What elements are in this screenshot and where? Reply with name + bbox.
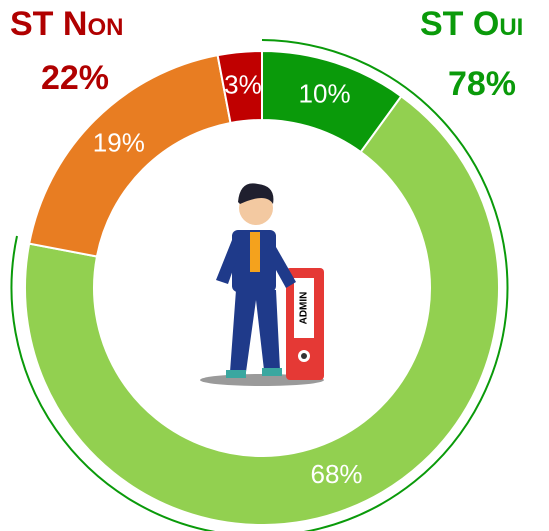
group-name: ST Oui: [420, 5, 523, 43]
segment-label: 10%: [299, 78, 351, 108]
folder-label: ADMIN: [299, 292, 310, 325]
segment-label: 19%: [93, 128, 145, 158]
illustration: ADMIN: [200, 183, 324, 386]
segment-label: 3%: [224, 69, 262, 99]
group-label: 78%: [448, 65, 516, 103]
group-name: ST Non: [10, 5, 123, 43]
chart: 10% 68% 19% 3% ST Non 22% ST Oui 78% ADMIN: [0, 0, 549, 531]
group-label: 22%: [41, 59, 109, 97]
segment-label: 68%: [311, 459, 363, 489]
